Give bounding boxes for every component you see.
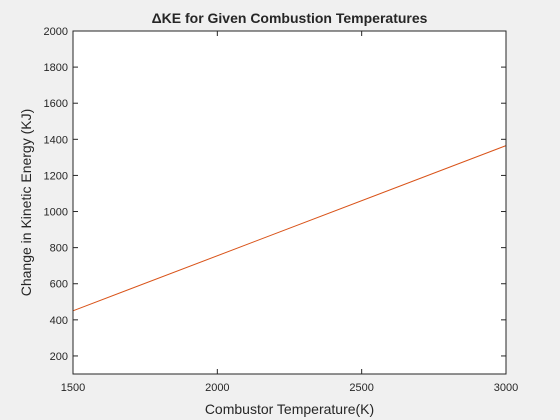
plot-frame	[72, 30, 507, 375]
y-tick-label: 1000	[44, 207, 68, 219]
y-tick-label: 1800	[44, 62, 68, 74]
y-tick-label: 800	[50, 243, 68, 255]
y-tick-label: 600	[50, 279, 68, 291]
y-ticks: 200 400 600 800 1000 1200 1400 1600 1800 2000	[44, 26, 506, 363]
x-tick-label: 2000	[205, 382, 229, 394]
series-group	[72, 145, 507, 312]
chart-title: ΔKE for Given Combustion Temperatures	[152, 10, 428, 26]
x-tick-label: 1500	[61, 382, 85, 394]
x-tick-label: 2500	[349, 382, 373, 394]
y-tick-label: 1600	[44, 98, 68, 110]
y-tick-label: 400	[50, 315, 68, 327]
y-axis-label: Change in Kinetic Energy (KJ)	[18, 109, 34, 297]
y-tick-label: 1400	[44, 134, 68, 146]
plot-area	[73, 31, 506, 374]
y-tick-label: 2000	[44, 26, 68, 38]
series-line	[72, 145, 507, 312]
x-tick-label: 3000	[494, 382, 518, 394]
y-tick-label: 1200	[44, 170, 68, 182]
y-tick-label: 200	[50, 351, 68, 363]
x-axis-label: Combustor Temperature(K)	[205, 401, 374, 417]
